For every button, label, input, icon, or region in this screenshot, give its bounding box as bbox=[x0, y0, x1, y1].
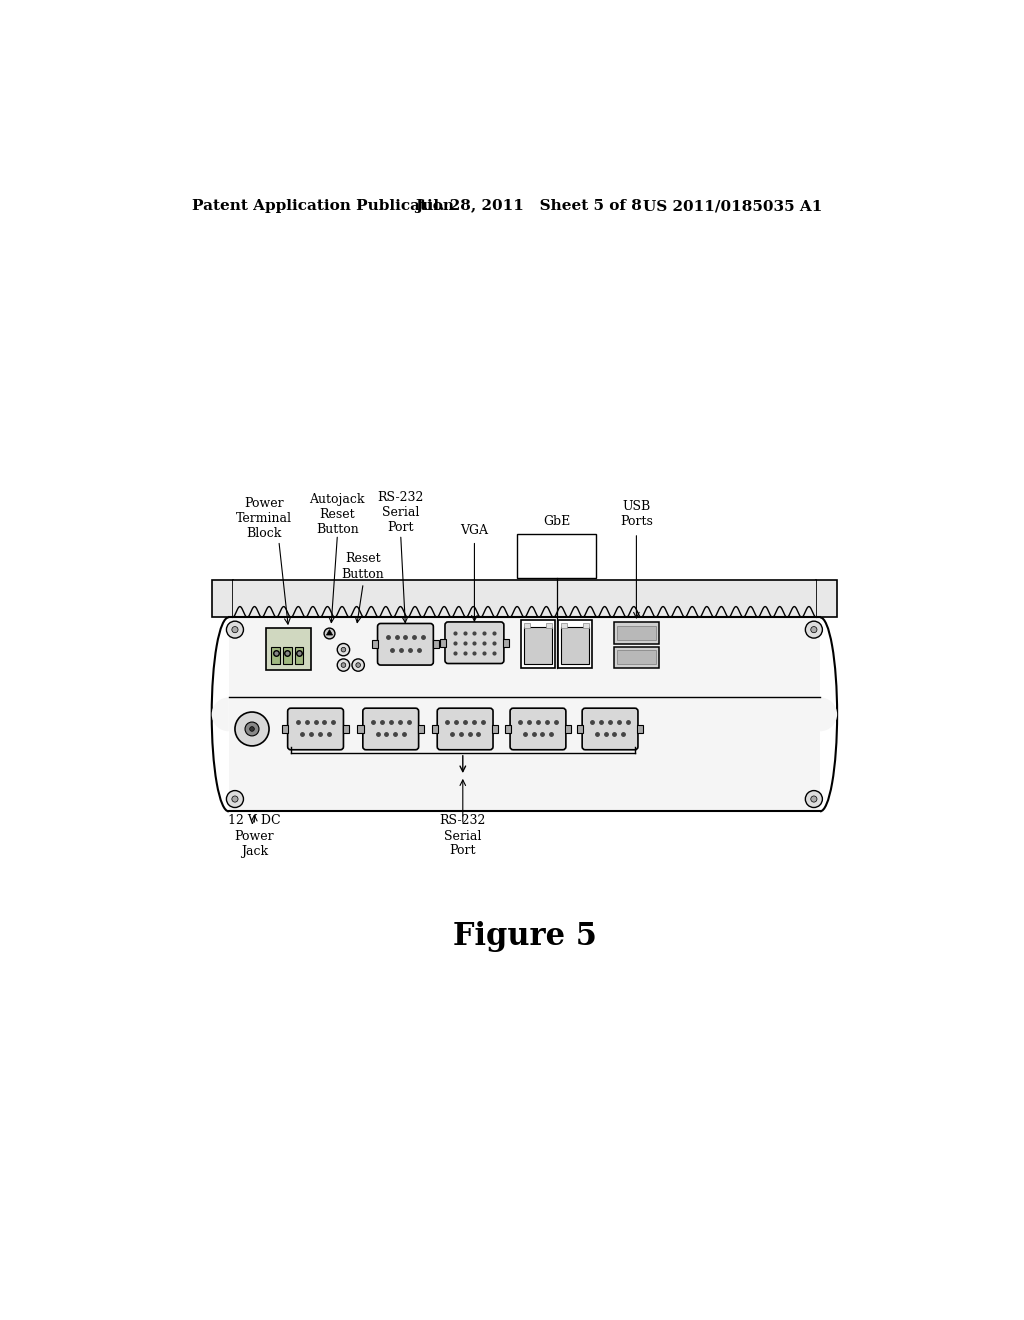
Text: VGA: VGA bbox=[461, 524, 488, 537]
Circle shape bbox=[341, 663, 346, 668]
Bar bbox=[517, 535, 596, 578]
FancyBboxPatch shape bbox=[362, 708, 419, 750]
Circle shape bbox=[324, 628, 335, 639]
Circle shape bbox=[226, 622, 244, 638]
Text: Figure 5: Figure 5 bbox=[453, 920, 597, 952]
Circle shape bbox=[337, 644, 349, 656]
Bar bbox=[561, 627, 589, 664]
Text: Jul. 28, 2011   Sheet 5 of 8: Jul. 28, 2011 Sheet 5 of 8 bbox=[415, 199, 642, 213]
Bar bbox=[266, 628, 311, 669]
Bar bbox=[565, 725, 571, 733]
Bar bbox=[439, 639, 445, 647]
Wedge shape bbox=[820, 697, 838, 731]
Text: RS-232
Serial
Port: RS-232 Serial Port bbox=[378, 491, 424, 535]
Circle shape bbox=[805, 622, 822, 638]
Bar bbox=[583, 623, 589, 628]
Circle shape bbox=[356, 663, 360, 668]
Bar bbox=[561, 623, 567, 628]
Text: Reset
Button: Reset Button bbox=[341, 553, 384, 581]
Text: 12 V DC
Power
Jack: 12 V DC Power Jack bbox=[228, 814, 281, 858]
Circle shape bbox=[811, 627, 817, 632]
Bar bbox=[372, 640, 378, 648]
Polygon shape bbox=[327, 630, 333, 635]
Bar bbox=[558, 620, 592, 668]
Circle shape bbox=[811, 796, 817, 803]
Bar bbox=[816, 581, 838, 618]
Bar bbox=[271, 647, 280, 664]
Text: Patent Application Publication: Patent Application Publication bbox=[191, 199, 454, 213]
Circle shape bbox=[231, 796, 238, 803]
Bar bbox=[617, 651, 655, 664]
Bar bbox=[418, 725, 424, 733]
FancyBboxPatch shape bbox=[445, 622, 504, 664]
Circle shape bbox=[337, 659, 349, 671]
Bar bbox=[357, 725, 364, 733]
Circle shape bbox=[231, 627, 238, 632]
Bar bbox=[614, 622, 658, 644]
FancyBboxPatch shape bbox=[437, 708, 493, 750]
Bar bbox=[432, 640, 438, 648]
Bar bbox=[228, 618, 820, 812]
FancyBboxPatch shape bbox=[288, 708, 343, 750]
FancyBboxPatch shape bbox=[510, 708, 566, 750]
Bar bbox=[503, 639, 509, 647]
Circle shape bbox=[352, 659, 365, 671]
Circle shape bbox=[805, 791, 822, 808]
Bar bbox=[232, 581, 816, 618]
Circle shape bbox=[226, 791, 244, 808]
Text: RS-232
Serial
Port: RS-232 Serial Port bbox=[439, 814, 486, 858]
Circle shape bbox=[250, 726, 254, 731]
Text: US 2011/0185035 A1: US 2011/0185035 A1 bbox=[643, 199, 822, 213]
Wedge shape bbox=[212, 697, 228, 731]
Bar bbox=[617, 626, 655, 640]
Bar bbox=[283, 647, 292, 664]
Bar bbox=[505, 725, 511, 733]
Bar bbox=[524, 627, 552, 664]
Text: USB
Ports: USB Ports bbox=[620, 500, 653, 528]
FancyBboxPatch shape bbox=[583, 708, 638, 750]
Text: GbE: GbE bbox=[543, 515, 570, 528]
Bar bbox=[432, 725, 438, 733]
Circle shape bbox=[245, 722, 259, 737]
Bar bbox=[493, 725, 499, 733]
Bar bbox=[343, 725, 349, 733]
Bar bbox=[577, 725, 583, 733]
Bar bbox=[521, 620, 555, 668]
Bar bbox=[212, 581, 232, 618]
Bar bbox=[546, 623, 552, 628]
Bar bbox=[637, 725, 643, 733]
Bar bbox=[295, 647, 303, 664]
Bar bbox=[524, 623, 530, 628]
Text: Autojack
Reset
Button: Autojack Reset Button bbox=[309, 492, 365, 536]
Text: Power
Terminal
Block: Power Terminal Block bbox=[236, 498, 292, 540]
Circle shape bbox=[341, 647, 346, 652]
Bar bbox=[283, 725, 289, 733]
FancyBboxPatch shape bbox=[378, 623, 433, 665]
Bar bbox=[614, 647, 658, 668]
Circle shape bbox=[234, 711, 269, 746]
